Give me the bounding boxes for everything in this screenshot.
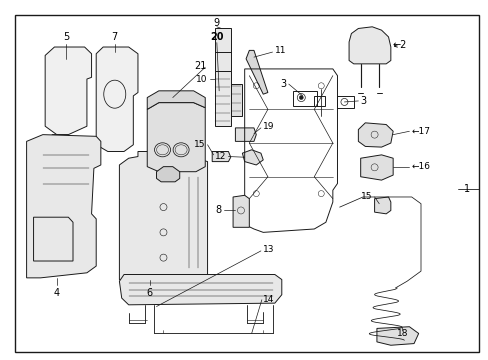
Text: 13: 13 — [263, 245, 274, 254]
Polygon shape — [96, 47, 138, 152]
Polygon shape — [214, 28, 230, 71]
Text: 21: 21 — [194, 60, 206, 71]
Polygon shape — [147, 103, 205, 172]
Text: 4: 4 — [54, 288, 60, 298]
Polygon shape — [45, 47, 91, 135]
Polygon shape — [119, 152, 207, 286]
Text: 9: 9 — [213, 18, 220, 28]
Polygon shape — [26, 135, 101, 278]
Text: 12: 12 — [214, 152, 225, 161]
Polygon shape — [52, 135, 68, 141]
Text: ←17: ←17 — [411, 127, 430, 136]
Polygon shape — [233, 195, 249, 227]
Polygon shape — [119, 274, 281, 305]
Text: 8: 8 — [215, 206, 221, 215]
Polygon shape — [245, 50, 267, 94]
Text: 3: 3 — [280, 79, 286, 89]
Polygon shape — [235, 128, 256, 141]
Text: 11: 11 — [274, 46, 286, 55]
Polygon shape — [212, 152, 230, 162]
Polygon shape — [230, 84, 242, 116]
Text: 10: 10 — [196, 75, 207, 84]
Text: 15: 15 — [360, 193, 371, 202]
Polygon shape — [360, 155, 392, 180]
Polygon shape — [147, 91, 205, 109]
Text: 14: 14 — [263, 295, 274, 304]
Polygon shape — [358, 123, 392, 147]
Polygon shape — [374, 197, 390, 214]
Polygon shape — [348, 27, 390, 64]
Text: 1: 1 — [464, 184, 469, 194]
Text: 18: 18 — [396, 329, 407, 338]
Text: 5: 5 — [63, 32, 69, 42]
Text: 20: 20 — [210, 32, 223, 42]
Polygon shape — [242, 150, 263, 165]
Polygon shape — [214, 71, 230, 126]
Polygon shape — [156, 167, 180, 182]
Text: 6: 6 — [146, 288, 152, 298]
Text: 7: 7 — [111, 32, 118, 42]
Text: 19: 19 — [263, 122, 274, 131]
Polygon shape — [376, 327, 418, 345]
Text: ←2: ←2 — [392, 40, 406, 50]
Circle shape — [299, 95, 303, 100]
Text: 15: 15 — [193, 140, 205, 149]
Text: 3: 3 — [360, 96, 366, 106]
Text: ←16: ←16 — [411, 162, 430, 171]
